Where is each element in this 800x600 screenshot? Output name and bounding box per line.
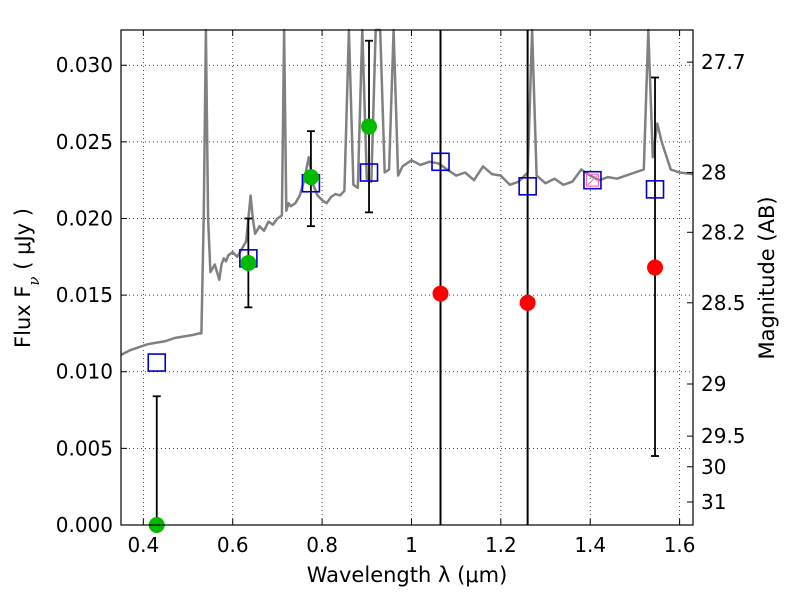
x-tick-label: 1 (405, 533, 418, 557)
x-tick-label: 0.4 (127, 533, 159, 557)
y-tick-label: 0.010 (56, 360, 113, 384)
photometry-circle-marker (302, 169, 319, 186)
x-tick-label: 1.2 (485, 533, 517, 557)
y-tick-label: 0.025 (56, 130, 113, 154)
overlap-marker (585, 173, 600, 187)
magnitude-tick-label: 27.7 (701, 50, 746, 74)
magnitude-tick-label: 29.5 (701, 424, 746, 448)
x-tick-label: 1.6 (664, 533, 696, 557)
photometry-circle-marker (240, 254, 257, 271)
sed-model (120, 28, 694, 357)
photometry-circle-marker (361, 118, 378, 135)
x-tick-label: 0.8 (306, 533, 338, 557)
x-tick-label: 1.4 (574, 533, 606, 557)
x-tick-labels: 0.4 0.6 0.8 1 1.2 1.4 1.6 (127, 533, 695, 557)
data-points (147, 118, 665, 533)
photometry-square-marker (583, 170, 602, 190)
y2-axis-label: Magnitude (AB) (755, 196, 779, 359)
y-tick-label: 0.005 (56, 436, 113, 460)
photometry-square-marker (359, 163, 379, 182)
magnitude-tick-label: 28.2 (701, 220, 746, 244)
plot-frame (120, 29, 694, 526)
magnitude-tick-label: 28.5 (701, 291, 746, 315)
x-tick-label: 0.6 (217, 533, 249, 557)
y-tick-label: 0.015 (56, 283, 113, 307)
y-tick-label: 0.020 (56, 206, 113, 230)
overlap-marker-slash (587, 174, 598, 186)
magnitude-tick-labels: 27.7 28 28.2 28.5 29 29.5 30 31 (701, 50, 746, 514)
y-tick-labels: 0.000 0.005 0.010 0.015 0.020 0.025 0.030 (56, 53, 113, 537)
photometry-square-marker (518, 177, 537, 196)
photometry-circle-marker (647, 259, 664, 276)
magnitude-tick-label: 28 (701, 161, 726, 185)
ticks (121, 30, 693, 526)
photometry-circle-marker (432, 285, 449, 302)
magnitude-tick-label: 30 (701, 455, 726, 479)
sed-model-line (120, 28, 694, 357)
photometry-circle-marker (519, 294, 536, 311)
y-tick-label: 0.030 (56, 53, 113, 77)
plot-background (121, 30, 693, 525)
magnitude-tick-label: 31 (701, 490, 726, 514)
photometry-square-marker (431, 152, 450, 172)
y-tick-label: 0.000 (56, 513, 113, 537)
y-axis-label: Flux Fν ( μJy ) (11, 208, 43, 348)
magnitude-tick-label: 29 (701, 372, 726, 396)
x-axis-label: Wavelength λ (μm) (307, 563, 508, 587)
photometry-square-marker (147, 353, 167, 372)
photometry-square-marker (645, 180, 665, 199)
